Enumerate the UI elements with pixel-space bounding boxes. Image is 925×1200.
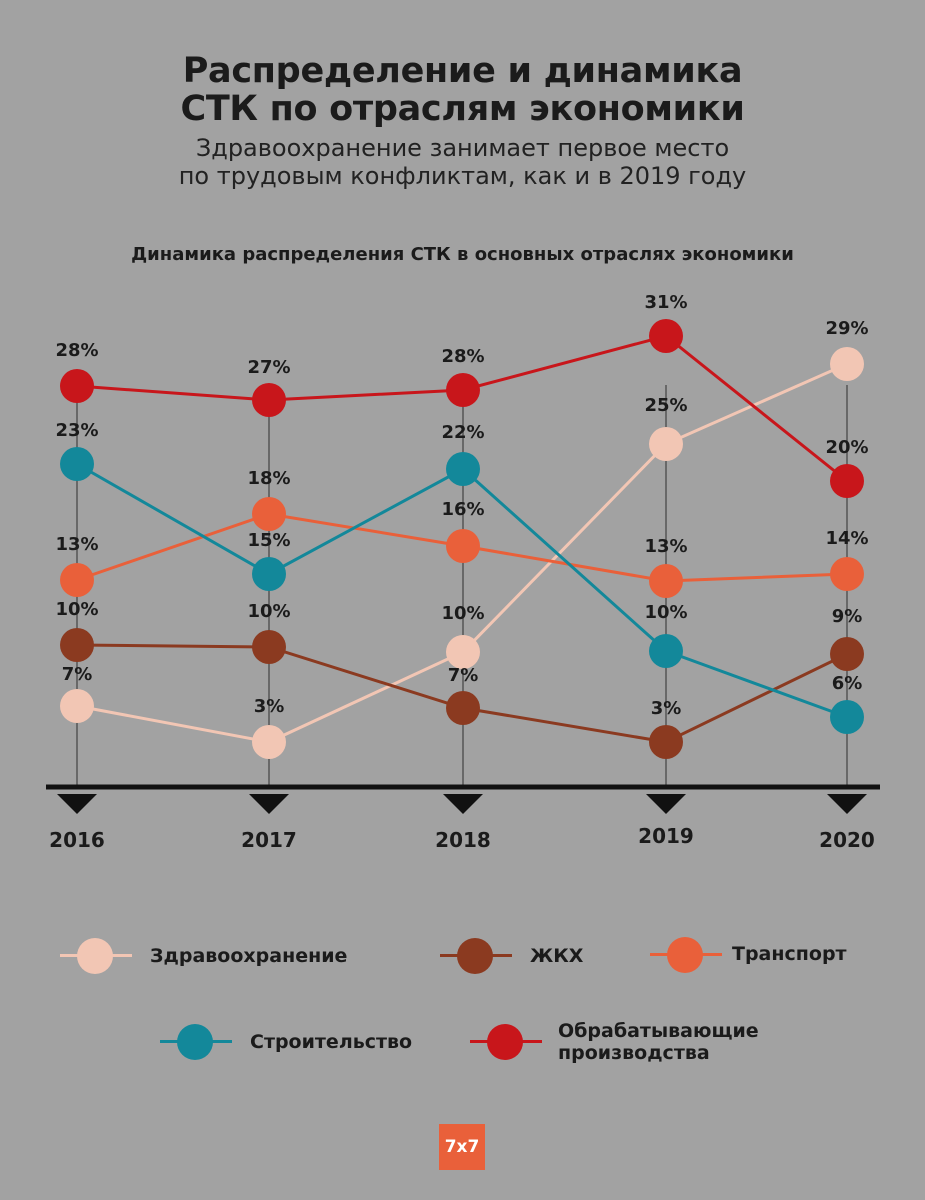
x-tick-label-2016: 2016 bbox=[49, 828, 105, 852]
x-tick-label-2019: 2019 bbox=[638, 824, 694, 848]
data-point-transport-2019 bbox=[649, 564, 683, 598]
data-point-construction-2020 bbox=[830, 700, 864, 734]
data-label-healthcare-2019: 25% bbox=[644, 395, 687, 416]
legend-label-transport: Транспорт bbox=[732, 943, 847, 965]
page-subtitle-line-1: Здравоохранение занимает первое место bbox=[195, 134, 730, 162]
data-label-healthcare-2020: 29% bbox=[825, 318, 868, 339]
data-label-manufacturing-2018: 28% bbox=[441, 346, 484, 367]
data-label-transport-2017: 18% bbox=[247, 468, 290, 489]
data-point-healthcare-2020 bbox=[830, 347, 864, 381]
data-label-housing-2017: 10% bbox=[247, 601, 290, 622]
data-point-housing-2017 bbox=[252, 630, 286, 664]
legend-marker-manufacturing bbox=[487, 1024, 523, 1060]
data-point-healthcare-2016 bbox=[60, 689, 94, 723]
data-point-transport-2016 bbox=[60, 563, 94, 597]
data-label-housing-2018: 7% bbox=[448, 665, 479, 686]
data-label-manufacturing-2020: 20% bbox=[825, 437, 868, 458]
data-point-manufacturing-2016 bbox=[60, 369, 94, 403]
legend-label-healthcare: Здравоохранение bbox=[150, 945, 348, 967]
data-point-manufacturing-2020 bbox=[830, 464, 864, 498]
data-label-construction-2019: 10% bbox=[644, 602, 687, 623]
year-marker-2016 bbox=[57, 794, 97, 814]
data-point-manufacturing-2019 bbox=[649, 319, 683, 353]
data-point-transport-2017 bbox=[252, 497, 286, 531]
data-point-housing-2019 bbox=[649, 725, 683, 759]
data-point-manufacturing-2017 bbox=[252, 383, 286, 417]
data-label-transport-2016: 13% bbox=[55, 534, 98, 555]
line-chart: 2016 2017 2018 2019 2020 7% 3% 10% 25% 29% 10% 10% 7… bbox=[46, 292, 880, 852]
data-point-healthcare-2018 bbox=[446, 635, 480, 669]
data-label-healthcare-2018: 10% bbox=[441, 603, 484, 624]
data-label-construction-2017: 15% bbox=[247, 530, 290, 551]
legend-marker-construction bbox=[177, 1024, 213, 1060]
brand-logo: 7x7 bbox=[439, 1124, 485, 1170]
data-point-healthcare-2019 bbox=[649, 427, 683, 461]
x-tick-label-2020: 2020 bbox=[819, 828, 875, 852]
year-marker-2017 bbox=[249, 794, 289, 814]
data-label-transport-2020: 14% bbox=[825, 528, 868, 549]
data-point-transport-2020 bbox=[830, 557, 864, 591]
data-point-construction-2019 bbox=[649, 634, 683, 668]
data-point-housing-2020 bbox=[830, 637, 864, 671]
data-point-housing-2016 bbox=[60, 628, 94, 662]
year-marker-2020 bbox=[827, 794, 867, 814]
data-label-transport-2018: 16% bbox=[441, 499, 484, 520]
data-point-construction-2018 bbox=[446, 452, 480, 486]
chart-title: Динамика распределения СТК в основных от… bbox=[131, 244, 794, 265]
data-point-housing-2018 bbox=[446, 691, 480, 725]
legend-label-construction: Строительство bbox=[250, 1031, 413, 1053]
data-label-housing-2016: 10% bbox=[55, 599, 98, 620]
legend-label-housing: ЖКХ bbox=[530, 945, 584, 967]
data-label-manufacturing-2017: 27% bbox=[247, 357, 290, 378]
x-tick-label-2017: 2017 bbox=[241, 828, 297, 852]
year-marker-2018 bbox=[443, 794, 483, 814]
legend-marker-housing bbox=[457, 938, 493, 974]
data-label-healthcare-2017: 3% bbox=[254, 696, 285, 717]
page-subtitle-line-2: по трудовым конфликтам, как и в 2019 год… bbox=[178, 162, 747, 190]
data-label-housing-2019: 3% bbox=[651, 698, 682, 719]
data-label-transport-2019: 13% bbox=[644, 536, 687, 557]
data-label-construction-2020: 6% bbox=[832, 673, 863, 694]
data-point-transport-2018 bbox=[446, 529, 480, 563]
year-marker-2019 bbox=[646, 794, 686, 814]
legend-marker-transport bbox=[667, 937, 703, 973]
data-label-construction-2016: 23% bbox=[55, 420, 98, 441]
data-label-housing-2020: 9% bbox=[832, 606, 863, 627]
data-point-construction-2016 bbox=[60, 447, 94, 481]
data-label-healthcare-2016: 7% bbox=[62, 664, 93, 685]
data-label-construction-2018: 22% bbox=[441, 422, 484, 443]
legend-marker-healthcare bbox=[77, 938, 113, 974]
data-label-manufacturing-2016: 28% bbox=[55, 340, 98, 361]
data-point-construction-2017 bbox=[252, 557, 286, 591]
page-title-line-2: СТК по отраслям экономики bbox=[180, 89, 745, 129]
data-point-healthcare-2017 bbox=[252, 725, 286, 759]
x-tick-label-2018: 2018 bbox=[435, 828, 491, 852]
data-label-manufacturing-2019: 31% bbox=[644, 292, 687, 313]
data-point-manufacturing-2018 bbox=[446, 373, 480, 407]
legend-label-manufacturing: Обрабатывающие производства bbox=[558, 1020, 759, 1064]
page-title-line-1: Распределение и динамика bbox=[182, 51, 743, 91]
